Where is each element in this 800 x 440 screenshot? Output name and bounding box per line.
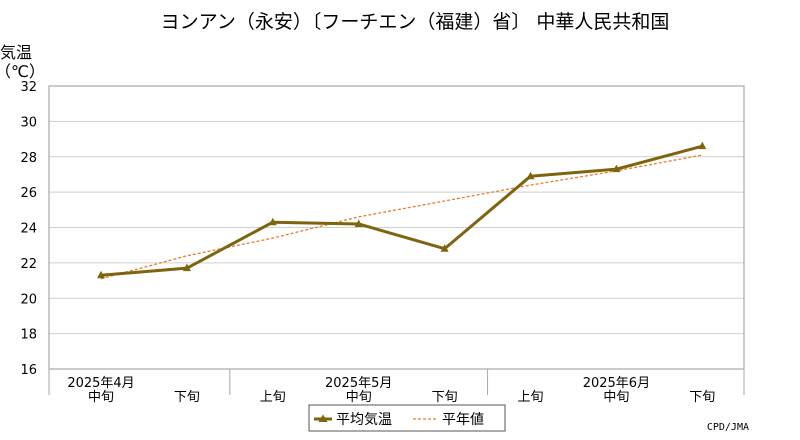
data-point-avg-temp (698, 141, 707, 150)
data-point-avg-temp (526, 171, 535, 180)
x-tick-label: 中旬 (88, 390, 114, 405)
y-tick-label: 30 (20, 115, 37, 130)
x-tick-label: 下旬 (432, 390, 458, 405)
data-point-avg-temp (440, 244, 449, 252)
x-axis: 中旬 下旬 上旬 中旬 下旬 上旬 中旬 下旬 2025年4月 2025年5月 2025年6月 (48, 369, 745, 405)
plot-area (48, 85, 745, 370)
gridlines (49, 120, 744, 335)
x-tick-label: 下旬 (689, 390, 715, 405)
x-tick-label: 下旬 (174, 390, 200, 405)
legend: 平均気温 平年値 (308, 404, 506, 432)
y-tick-label: 18 (20, 328, 37, 343)
x-tick-label: 中旬 (603, 390, 629, 405)
y-tick-label: 26 (20, 186, 37, 201)
y-tick-label: 16 (20, 363, 37, 378)
y-tick-label: 22 (20, 257, 37, 272)
legend-label-normal: 平年値 (442, 412, 484, 428)
data-point-avg-temp (354, 219, 363, 227)
y-axis-label-line1: 気温 (0, 43, 32, 62)
legend-box (308, 404, 506, 432)
y-axis: 16 18 20 22 24 26 28 30 32 (20, 80, 37, 378)
x-tick-label: 上旬 (517, 390, 543, 405)
x-tick-label: 上旬 (260, 390, 286, 405)
legend-marker-avg-temp (318, 414, 328, 422)
y-tick-label: 32 (20, 80, 37, 95)
credit-text: CPD/JMA (707, 422, 749, 433)
y-axis-label-line2: （℃） (0, 62, 45, 81)
data-point-avg-temp (268, 217, 277, 226)
data-point-avg-temp (97, 270, 105, 279)
series-layer (97, 141, 707, 280)
data-point-avg-temp (612, 164, 621, 173)
y-tick-label: 24 (20, 222, 37, 237)
x-month-label: 2025年4月 (67, 376, 134, 391)
x-tick-label: 中旬 (346, 390, 372, 405)
data-point-avg-temp (182, 263, 191, 272)
series-line-normal (100, 154, 703, 280)
series-line-avg-temp (100, 144, 703, 277)
legend-label-avg-temp: 平均気温 (336, 412, 392, 428)
chart-title: ヨンアン（永安）〔フーチエン（福建）省〕 中華人民共和国 (161, 11, 670, 33)
x-month-label: 2025年5月 (325, 376, 392, 391)
y-tick-label: 20 (20, 292, 37, 307)
x-month-label: 2025年6月 (583, 376, 650, 391)
y-tick-label: 28 (20, 151, 37, 166)
